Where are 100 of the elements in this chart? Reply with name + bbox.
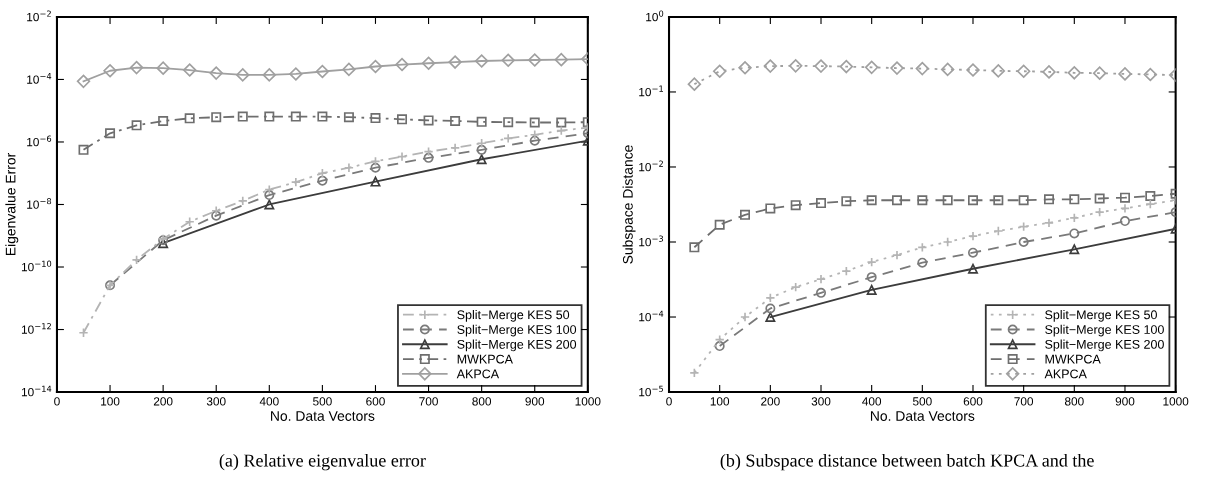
point xyxy=(1145,191,1156,202)
point xyxy=(814,59,828,73)
point xyxy=(421,56,436,70)
point xyxy=(317,175,328,186)
point xyxy=(78,144,89,155)
point xyxy=(370,162,381,173)
point xyxy=(1094,193,1105,204)
point xyxy=(993,226,1004,237)
point xyxy=(105,128,116,139)
x-axis-title: No. Data Vectors xyxy=(870,411,975,421)
point xyxy=(714,341,725,352)
point xyxy=(765,203,776,214)
x-tick-label: 300 xyxy=(206,397,226,406)
point xyxy=(740,312,751,323)
legend-label: MWKPCA xyxy=(1045,354,1101,364)
point xyxy=(866,284,877,295)
point xyxy=(687,77,702,91)
point xyxy=(866,272,877,283)
point xyxy=(816,287,827,298)
x-tick-label: 1000 xyxy=(575,397,601,406)
y-tick-label: 10$^{−1}$ xyxy=(639,85,663,97)
point xyxy=(397,114,408,125)
point xyxy=(1069,244,1080,255)
point xyxy=(1092,66,1107,80)
point xyxy=(763,59,778,73)
point xyxy=(209,66,223,80)
point xyxy=(290,177,301,188)
y-axis-title: Eigenvalue Error xyxy=(5,152,19,256)
point xyxy=(395,57,409,72)
point xyxy=(529,129,540,140)
point xyxy=(131,120,142,131)
point xyxy=(342,62,356,77)
point xyxy=(1119,216,1130,227)
y-tick-label: 10$^{−12}$ xyxy=(21,323,51,334)
legend-label: Split−Merge KES 200 xyxy=(457,339,577,352)
point xyxy=(476,116,487,127)
point xyxy=(554,52,569,67)
point xyxy=(450,142,461,153)
point xyxy=(738,61,752,75)
point xyxy=(184,216,195,227)
x-tick-label: 700 xyxy=(419,397,438,406)
point xyxy=(529,117,540,128)
point xyxy=(1067,66,1082,80)
point xyxy=(891,195,903,206)
point xyxy=(866,195,877,206)
point xyxy=(967,195,978,206)
point xyxy=(740,209,751,220)
point xyxy=(993,195,1004,206)
y-tick-label: 10$^{−4}$ xyxy=(27,73,52,84)
y-tick-label: 10$^{−8}$ xyxy=(27,198,52,209)
point xyxy=(156,61,170,75)
point xyxy=(940,62,955,77)
point xyxy=(264,199,275,210)
legend-label: Split−Merge KES 100 xyxy=(1045,324,1164,337)
point xyxy=(790,200,801,211)
point xyxy=(917,257,928,268)
point xyxy=(866,257,877,268)
point xyxy=(1145,199,1156,210)
x-tick-label: 100 xyxy=(710,397,730,406)
y-tick-label: 10$^{−2}$ xyxy=(27,10,51,22)
point xyxy=(788,59,803,73)
legend-label: MWKPCA xyxy=(457,354,513,364)
point xyxy=(103,64,117,78)
point xyxy=(1018,195,1029,206)
point xyxy=(423,115,434,126)
legend-label: Split−Merge KES 50 xyxy=(1045,310,1157,322)
y-tick-label: 10$^{−6}$ xyxy=(27,135,52,147)
point xyxy=(343,112,354,123)
point xyxy=(1069,212,1080,223)
text: (a) Relative eigenvalue error xyxy=(219,453,426,471)
point xyxy=(237,195,248,206)
point xyxy=(917,195,928,206)
point xyxy=(262,68,277,82)
x-tick-label: 0 xyxy=(666,397,672,406)
legend-label: AKPCA xyxy=(456,369,500,379)
point xyxy=(816,274,827,285)
x-tick-label: 600 xyxy=(366,397,385,406)
point xyxy=(967,247,978,258)
legend-label: Split−Merge KES 200 xyxy=(1045,339,1164,352)
legend-label: AKPCA xyxy=(1044,369,1087,379)
point xyxy=(790,282,801,293)
y-tick-label: 10$^{−5}$ xyxy=(639,385,664,397)
point xyxy=(917,242,928,253)
point xyxy=(476,144,487,155)
y-tick-label: 10$^{0}$ xyxy=(646,10,664,22)
y-axis-title: Subspace Distance xyxy=(622,145,636,264)
x-tick-label: 400 xyxy=(259,397,279,406)
point xyxy=(129,60,144,75)
point xyxy=(370,113,381,124)
point xyxy=(317,111,328,122)
point xyxy=(864,60,879,75)
point xyxy=(1018,236,1029,248)
point xyxy=(556,117,567,128)
point xyxy=(915,61,930,76)
point xyxy=(211,205,222,216)
x-tick-label: 200 xyxy=(153,397,173,406)
point xyxy=(765,312,776,323)
point xyxy=(211,112,222,123)
point xyxy=(689,242,700,253)
point xyxy=(368,59,383,74)
